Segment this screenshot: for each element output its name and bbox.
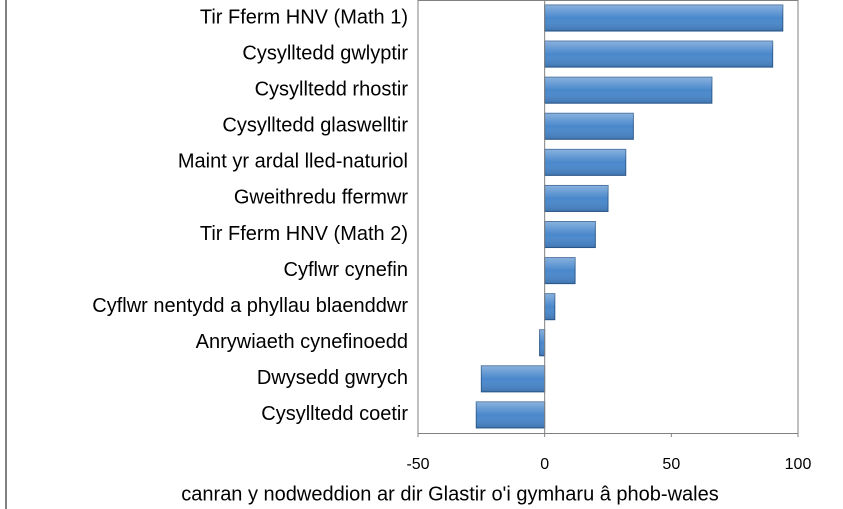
bar-shade	[544, 41, 773, 68]
bar-shade	[476, 401, 545, 428]
y-tick-label: Cyflwr cynefin	[284, 259, 408, 281]
bar-shade	[544, 293, 555, 320]
y-tick-label: Tir Fferm HNV (Math 1)	[200, 6, 408, 28]
bar-shade	[539, 329, 545, 356]
x-axis-title: canran y nodweddion ar dir Glastir o'i g…	[181, 483, 718, 505]
bar-shade	[544, 185, 608, 212]
y-tick-label: Dwysedd gwrych	[257, 367, 408, 389]
y-tick-label: Cysylltedd glaswelltir	[222, 115, 408, 137]
y-tick-label: Anrywiaeth cynefinoedd	[196, 331, 408, 353]
x-tick-label: 50	[662, 456, 680, 473]
y-tick-label: Cysylltedd rhostir	[255, 78, 409, 100]
bar-shade	[544, 149, 626, 176]
y-tick-label: Cyflwr nentydd a phyllau blaenddwr	[92, 295, 408, 317]
bar-shade	[544, 5, 783, 32]
bar-shade	[544, 113, 634, 140]
x-tick-label: 0	[540, 456, 549, 473]
bar-shade	[544, 257, 576, 284]
bar-shade	[544, 221, 596, 248]
y-tick-label: Tir Fferm HNV (Math 2)	[200, 223, 408, 245]
plot-area	[417, 0, 799, 434]
bar-shade	[544, 77, 712, 104]
y-tick-label: Cysylltedd gwlyptir	[242, 42, 408, 64]
y-tick-label: Gweithredu ffermwr	[234, 187, 408, 209]
x-tick-label: 100	[785, 456, 812, 473]
bar-shade	[481, 365, 545, 392]
y-tick-label: Cysylltedd coetir	[261, 403, 408, 425]
y-tick-label: Maint yr ardal lled-naturiol	[178, 151, 408, 173]
x-tick-label: -50	[406, 456, 429, 473]
